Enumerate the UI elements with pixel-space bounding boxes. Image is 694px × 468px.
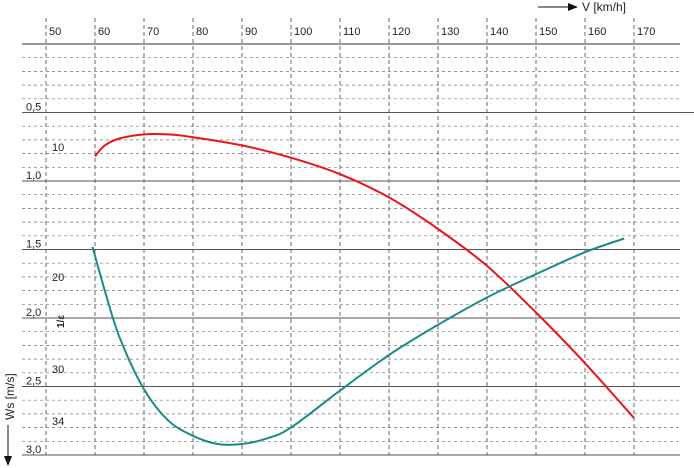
glide-tick-label: 34 bbox=[52, 416, 64, 428]
x-tick-label: 50 bbox=[49, 26, 61, 38]
x-tick-label: 90 bbox=[245, 26, 257, 38]
y-tick-label: 1,5 bbox=[26, 239, 41, 251]
x-tick-label: 110 bbox=[343, 26, 361, 38]
glide-axis-label: 1/ε bbox=[56, 315, 67, 328]
x-tick-label: 100 bbox=[294, 26, 312, 38]
glide-tick-label: 20 bbox=[52, 272, 64, 284]
y-tick-label: 1,0 bbox=[26, 170, 41, 182]
glide-tick-label: 30 bbox=[52, 364, 64, 376]
x-tick-label: 160 bbox=[588, 26, 606, 38]
glide-ratio-curve bbox=[94, 132, 635, 419]
y-tick-label: 2,0 bbox=[26, 307, 41, 319]
y-axis-arrow-head bbox=[4, 456, 12, 466]
x-tick-label: 70 bbox=[147, 26, 159, 38]
y-tick-label: 0,5 bbox=[26, 102, 41, 114]
glide-tick-label: 10 bbox=[52, 142, 64, 154]
y-axis-label: Ws [m/s] bbox=[3, 373, 17, 420]
sink-rate-curve bbox=[91, 237, 625, 446]
x-tick-label: 130 bbox=[441, 26, 459, 38]
x-tick-label: 120 bbox=[392, 26, 410, 38]
y-tick-label: 2,5 bbox=[26, 376, 41, 388]
x-tick-label: 150 bbox=[539, 26, 557, 38]
x-axis-label: V [km/h] bbox=[582, 0, 626, 14]
x-tick-label: 170 bbox=[637, 26, 655, 38]
x-axis-arrow-head bbox=[568, 3, 578, 11]
x-tick-label: 140 bbox=[490, 26, 508, 38]
x-tick-label: 80 bbox=[196, 26, 208, 38]
y-tick-label: 3,0 bbox=[26, 444, 41, 456]
x-tick-label: 60 bbox=[98, 26, 110, 38]
